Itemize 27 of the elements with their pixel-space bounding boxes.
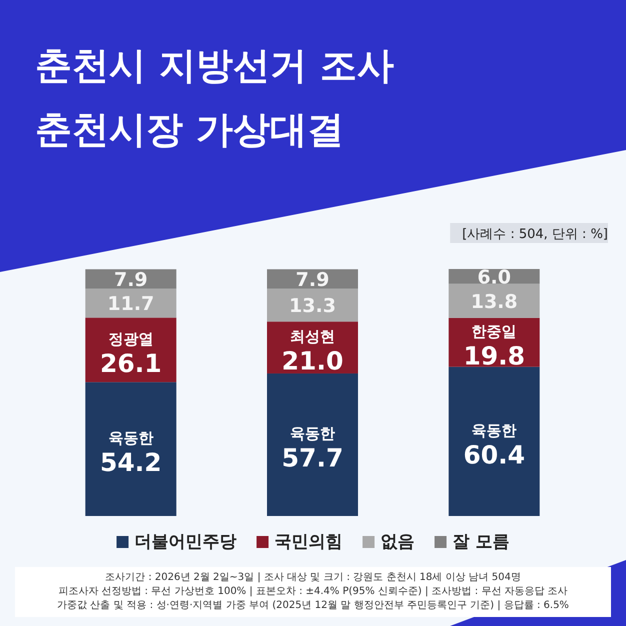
data-label: 최성현 21.0: [282, 328, 344, 376]
text: 피조사자 선정방법 : 무선 가상번호 100% | 표본오차 : ±4.4% P(95% 신뢰수준) | 조사방법 : 무선 자동응답 조사: [58, 586, 568, 597]
data-label: 육동한 54.2: [100, 429, 162, 478]
chart-title: 춘천시 지방선거 조사: [35, 44, 394, 87]
data-label: 7.9: [114, 269, 148, 292]
text: [사례수 : 504, 단위 : %]: [462, 227, 608, 242]
legend-label: 더불어민주당: [134, 532, 237, 552]
legend-label: 잘 모름: [452, 532, 510, 552]
data-label: 정광열 26.1: [100, 330, 162, 378]
bar: [267, 269, 358, 289]
bar: [85, 269, 176, 289]
bar: [85, 382, 176, 516]
data-label: 한중일 19.8: [463, 322, 526, 370]
data-label: 육동한 57.7: [282, 424, 344, 473]
chart-subtitle: 춘천시장 가상대결: [35, 108, 344, 151]
text: 조사기간 : 2026년 2월 2일~3일 | 조사 대상 및 크기 : 강원도 춘천시 18세 이상 남녀 504명: [105, 572, 521, 583]
data-label: 육동한 60.4: [463, 421, 526, 470]
legend-label: 없음: [380, 532, 415, 552]
data-label: 7.9: [296, 269, 330, 292]
data-label: 6.0: [477, 266, 512, 288]
data-label: 11.7: [107, 293, 154, 316]
text: 가중값 산출 및 적용 : 성·연령·지역별 가중 부여 (2025년 12월 말 행정안전부 주민등록인구 기준) | 응답률 : 6.5%: [57, 600, 569, 611]
bar: [448, 366, 540, 516]
bar: [267, 373, 358, 516]
legend-label: 국민의힘: [274, 532, 343, 552]
data-label: 13.8: [470, 290, 518, 313]
data-label: 13.3: [289, 295, 336, 318]
